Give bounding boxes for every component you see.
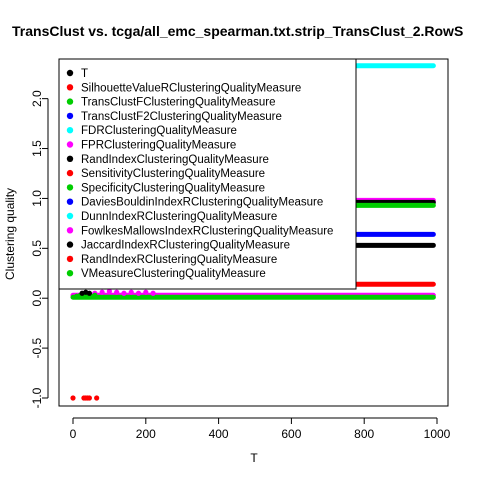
data-point	[128, 289, 134, 295]
x-tick-label: 600	[281, 427, 301, 441]
data-point	[143, 289, 149, 295]
legend-marker	[66, 84, 74, 91]
x-tick-label: 800	[354, 427, 374, 441]
y-tick-label: 1.5	[30, 140, 44, 157]
y-tick-label: 2.0	[30, 90, 44, 107]
y-axis: -1.0 -0.5 0.0 0.5 1.0 1.5 2.0	[30, 90, 49, 408]
data-point	[92, 292, 98, 298]
data-point	[114, 289, 120, 295]
legend-marker	[66, 270, 74, 277]
legend-marker	[66, 198, 74, 205]
legend-box	[58, 58, 357, 290]
legend-label: FowlkesMallowsIndexRClusteringQualityMea…	[81, 225, 333, 237]
legend-label: FDRClusteringQualityMeasure	[81, 125, 237, 137]
data-point	[150, 290, 156, 296]
x-tick-label: 0	[70, 427, 77, 441]
data-point	[70, 395, 76, 401]
legend-marker	[66, 169, 74, 177]
legend-marker	[66, 98, 74, 105]
y-tick-label: 0.5	[30, 240, 44, 257]
chart-title: TransClust vs. tcga/all_emc_spearman.txt…	[12, 23, 463, 39]
legend-marker	[66, 127, 74, 134]
legend-marker	[66, 69, 74, 77]
legend-label: RandIndexClusteringQualityMeasure	[81, 154, 269, 166]
legend-label: SpecificityClusteringQualityMeasure	[81, 182, 265, 194]
legend-label: DaviesBouldinIndexRClusteringQualityMeas…	[81, 197, 323, 209]
legend-label: SilhouetteValueRClusteringQualityMeasure	[81, 82, 301, 94]
legend-marker	[66, 212, 74, 220]
legend-marker	[66, 184, 74, 191]
legend-label: TransClustF2ClusteringQualityMeasure	[81, 111, 282, 123]
legend-marker	[66, 241, 74, 248]
legend-label: FPRClusteringQualityMeasure	[81, 140, 236, 152]
data-point	[106, 288, 112, 294]
legend-label: VMeasureClusteringQualityMeasure	[81, 268, 266, 280]
x-axis-label: T	[250, 451, 258, 465]
x-tick-label: 1000	[424, 427, 451, 441]
legend-marker	[66, 155, 74, 162]
legend-marker	[66, 255, 74, 263]
y-tick-label: 1.0	[30, 190, 44, 207]
legend-marker	[66, 227, 74, 234]
legend-label: DunnIndexRClusteringQualityMeasure	[81, 211, 277, 223]
legend-label: TransClustFClusteringQualityMeasure	[81, 97, 276, 109]
legend-marker	[66, 141, 74, 148]
data-point	[86, 395, 92, 401]
x-tick-label: 400	[209, 427, 229, 441]
data-point	[94, 395, 100, 401]
legend: T SilhouetteValueRClusteringQualityMeasur…	[58, 58, 357, 290]
x-axis: 0 200 400 600 800 1000	[70, 417, 451, 441]
data-point	[99, 289, 105, 295]
y-tick-label: -0.5	[30, 337, 44, 358]
legend-label: RandIndexRClusteringQualityMeasure	[81, 254, 277, 266]
data-point	[86, 290, 92, 296]
data-point	[121, 290, 127, 296]
legend-label: T	[81, 68, 88, 80]
legend-label: JaccardIndexRClusteringQualityMeasure	[81, 240, 290, 252]
y-axis-label: Clustering quality	[3, 188, 17, 280]
legend-label: SensitivityClusteringQualityMeasure	[81, 168, 265, 180]
y-tick-label: -1.0	[30, 387, 44, 408]
x-tick-label: 200	[136, 427, 156, 441]
outlier-layer	[70, 288, 156, 401]
legend-marker	[66, 112, 74, 120]
y-tick-label: 0.0	[30, 290, 44, 307]
data-point	[135, 290, 142, 296]
